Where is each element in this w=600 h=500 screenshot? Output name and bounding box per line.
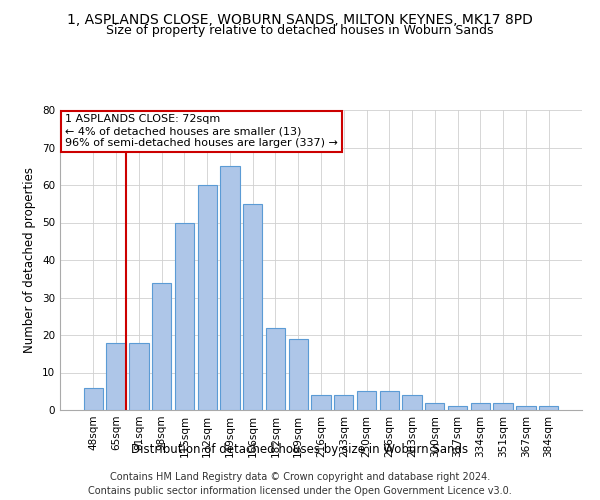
Bar bbox=[152, 282, 172, 410]
Bar bbox=[380, 391, 399, 410]
Bar bbox=[106, 342, 126, 410]
Bar bbox=[470, 402, 490, 410]
Text: 1 ASPLANDS CLOSE: 72sqm
← 4% of detached houses are smaller (13)
96% of semi-det: 1 ASPLANDS CLOSE: 72sqm ← 4% of detached… bbox=[65, 114, 338, 148]
Bar bbox=[243, 204, 262, 410]
Bar bbox=[289, 339, 308, 410]
Text: Size of property relative to detached houses in Woburn Sands: Size of property relative to detached ho… bbox=[106, 24, 494, 37]
Text: 1, ASPLANDS CLOSE, WOBURN SANDS, MILTON KEYNES, MK17 8PD: 1, ASPLANDS CLOSE, WOBURN SANDS, MILTON … bbox=[67, 12, 533, 26]
Text: Distribution of detached houses by size in Woburn Sands: Distribution of detached houses by size … bbox=[131, 442, 469, 456]
Bar bbox=[403, 395, 422, 410]
Bar bbox=[539, 406, 558, 410]
Bar bbox=[84, 388, 103, 410]
Bar bbox=[197, 185, 217, 410]
Bar bbox=[220, 166, 239, 410]
Bar bbox=[175, 222, 194, 410]
Bar bbox=[448, 406, 467, 410]
Text: Contains HM Land Registry data © Crown copyright and database right 2024.: Contains HM Land Registry data © Crown c… bbox=[110, 472, 490, 482]
Bar bbox=[516, 406, 536, 410]
Bar bbox=[493, 402, 513, 410]
Bar bbox=[357, 391, 376, 410]
Bar bbox=[266, 328, 285, 410]
Bar bbox=[425, 402, 445, 410]
Bar bbox=[311, 395, 331, 410]
Bar bbox=[334, 395, 353, 410]
Bar bbox=[129, 342, 149, 410]
Y-axis label: Number of detached properties: Number of detached properties bbox=[23, 167, 37, 353]
Text: Contains public sector information licensed under the Open Government Licence v3: Contains public sector information licen… bbox=[88, 486, 512, 496]
